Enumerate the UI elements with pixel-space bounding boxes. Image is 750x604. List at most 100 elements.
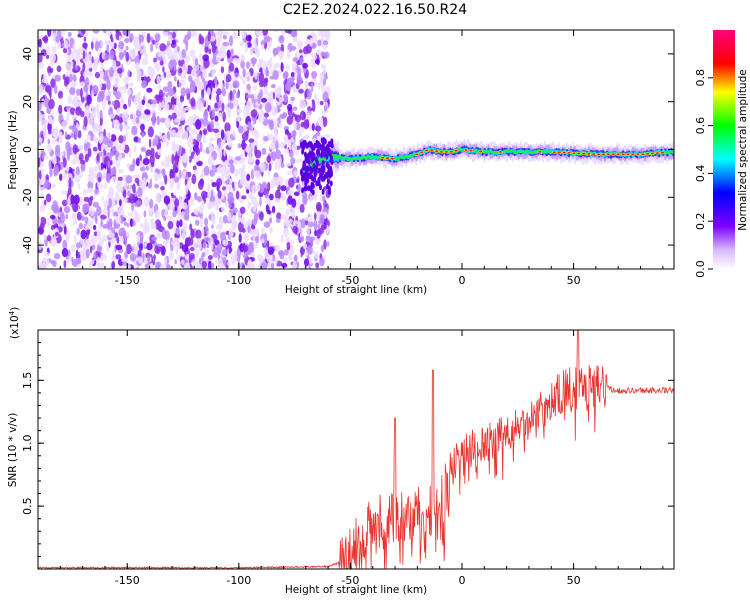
noise-speck [221, 102, 225, 113]
noise-speck [126, 231, 129, 238]
noise-speck [87, 239, 93, 246]
noise-speck [274, 198, 281, 204]
signal-core-mark [660, 151, 665, 154]
noise-speck [48, 72, 51, 77]
noise-speck [275, 244, 281, 252]
noise-speck [314, 212, 317, 221]
x-tick-label: 50 [567, 574, 581, 587]
noise-speck [166, 239, 169, 244]
noise-speck [228, 184, 232, 193]
noise-speck [80, 87, 83, 99]
noise-speck [38, 38, 42, 48]
noise-speck [91, 244, 96, 251]
noise-speck [201, 260, 207, 269]
noise-speck [191, 173, 197, 185]
signal-band-mark [472, 148, 477, 151]
noise-speck [306, 244, 313, 255]
noise-speck [65, 141, 70, 152]
noise-speck [199, 36, 205, 45]
noise-speck [129, 252, 137, 262]
noise-speck [51, 156, 57, 164]
noise-speck [131, 201, 135, 212]
noise-speck [199, 173, 205, 179]
noise-speck [174, 241, 181, 252]
signal-core-mark [631, 153, 635, 156]
noise-speck [47, 30, 52, 37]
onset-mark [317, 167, 321, 174]
noise-speck [85, 76, 90, 87]
signal-core-mark [582, 152, 586, 155]
noise-speck [194, 249, 200, 258]
noise-speck [260, 227, 265, 234]
signal-core-mark [498, 151, 502, 153]
spectrogram-xlabel: Height of straight line (km) [285, 284, 427, 296]
noise-speck [154, 183, 160, 189]
noise-speck [48, 98, 55, 110]
noise-speck [146, 33, 151, 44]
noise-speck [239, 41, 245, 46]
noise-speck [92, 224, 97, 231]
noise-speck [77, 145, 84, 150]
onset-mark [320, 152, 324, 159]
noise-speck [115, 77, 120, 84]
noise-speck [123, 221, 128, 227]
noise-speck [254, 204, 257, 210]
spectrogram-panel: -150 -100 -50 0 50 -40 -20 0 20 40 Height of str… [7, 29, 675, 296]
onset-mark [312, 163, 316, 169]
noise-speck [183, 169, 187, 176]
noise-speck [169, 250, 174, 261]
noise-speck [109, 229, 112, 235]
noise-speck [84, 30, 89, 38]
noise-speck [202, 149, 206, 155]
noise-speck [172, 98, 177, 106]
noise-speck [118, 169, 124, 174]
noise-speck [63, 40, 68, 49]
noise-speck [134, 177, 140, 184]
noise-speck [315, 131, 321, 137]
onset-mark [315, 164, 318, 171]
noise-speck [302, 62, 308, 69]
signal-core-mark [655, 152, 660, 155]
noise-speck [218, 215, 223, 225]
noise-speck [71, 212, 77, 221]
noise-speck [89, 177, 94, 183]
noise-speck [172, 237, 180, 244]
noise-speck [235, 190, 240, 200]
noise-speck [149, 210, 153, 218]
noise-speck [70, 132, 74, 138]
signal-core-mark [597, 153, 601, 156]
noise-speck [162, 66, 165, 73]
noise-speck [211, 181, 217, 188]
noise-speck [174, 76, 177, 82]
signal-core-mark [390, 157, 394, 160]
noise-speck [266, 210, 272, 215]
noise-speck [192, 165, 197, 171]
noise-speck [286, 241, 291, 251]
noise-speck [72, 74, 77, 82]
noise-speck [43, 97, 50, 108]
noise-speck [110, 134, 117, 142]
noise-speck [172, 163, 177, 174]
noise-speck [63, 260, 67, 268]
noise-speck [82, 188, 88, 195]
noise-speck [189, 223, 193, 231]
signal-band-mark [364, 157, 368, 160]
noise-speck [113, 99, 121, 111]
noise-speck [71, 159, 77, 165]
snr-x-axis: -150 -100 -50 0 50 [59, 330, 664, 587]
signal-band-mark [525, 149, 529, 152]
noise-speck [146, 242, 153, 251]
noise-speck [132, 174, 139, 179]
noise-speck [75, 166, 80, 176]
noise-speck [278, 122, 283, 128]
noise-speck [133, 145, 137, 153]
noise-speck [183, 262, 191, 269]
noise-speck [296, 76, 303, 85]
noise-speck [271, 105, 278, 117]
noise-speck [278, 250, 285, 257]
signal-band-mark [394, 158, 398, 161]
onset-mark [301, 187, 305, 194]
noise-speck [251, 228, 259, 237]
noise-speck [283, 71, 289, 79]
onset-mark [304, 166, 308, 173]
